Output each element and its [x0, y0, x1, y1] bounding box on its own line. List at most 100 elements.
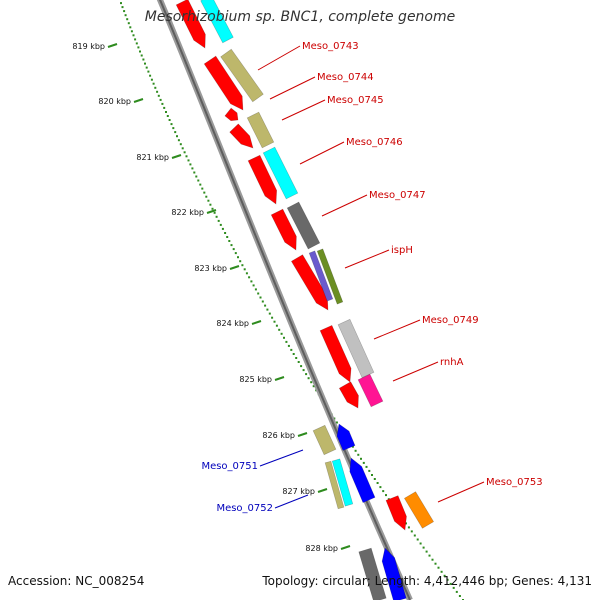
- ruler-tick-label: 820 kbp: [98, 97, 131, 106]
- ruler-dot: [140, 54, 143, 57]
- ruler-dot: [135, 42, 138, 45]
- ruler-dot: [189, 163, 192, 166]
- ruler-dot: [278, 328, 281, 331]
- ruler-tick-mark: [206, 209, 217, 214]
- ruler-dot: [425, 550, 428, 553]
- ruler-tick-mark: [274, 376, 285, 381]
- ruler-dot: [419, 542, 422, 545]
- gene-label-isph[interactable]: ispH: [391, 245, 413, 256]
- ruler-dot: [275, 324, 278, 327]
- ruler-dot: [181, 147, 184, 150]
- ruler-dot: [201, 187, 204, 190]
- ruler-dot: [351, 445, 354, 448]
- ruler-tick-mark: [229, 265, 240, 270]
- gene-label-meso_0743[interactable]: Meso_0743: [302, 41, 359, 52]
- gene-block-olive[interactable]: [316, 248, 344, 305]
- ruler-dot: [290, 348, 293, 351]
- gene-block-silver[interactable]: [337, 318, 375, 379]
- ruler-dot: [183, 151, 186, 154]
- ruler-dot: [268, 312, 271, 315]
- gene-label-leader: [257, 45, 301, 71]
- ruler-tick-label: 825 kbp: [239, 375, 272, 384]
- gene-block-red[interactable]: [224, 107, 239, 122]
- gene-block-khaki[interactable]: [220, 48, 264, 103]
- gene-label-leader: [281, 99, 326, 121]
- gene-block-blue[interactable]: [349, 457, 376, 503]
- gene-block-red[interactable]: [385, 495, 407, 531]
- ruler-tick-mark: [340, 545, 351, 550]
- ruler-dot: [154, 86, 157, 89]
- gene-label-meso_0751[interactable]: Meso_0751: [201, 461, 258, 472]
- ruler-dot: [139, 50, 141, 53]
- gene-label-meso_0749[interactable]: Meso_0749: [422, 315, 479, 326]
- gene-block-blue[interactable]: [381, 547, 407, 600]
- gene-label-meso_0747[interactable]: Meso_0747: [369, 190, 426, 201]
- ruler-tick-label: 827 kbp: [282, 487, 315, 496]
- gene-block-cyan[interactable]: [200, 0, 234, 44]
- gene-label-meso_0746[interactable]: Meso_0746: [346, 137, 403, 148]
- ruler-tick-mark: [251, 320, 262, 325]
- gene-block-red[interactable]: [270, 208, 297, 251]
- ruler-dot: [203, 191, 206, 194]
- ruler-dot: [156, 90, 159, 93]
- ruler-dot: [257, 292, 260, 295]
- gene-block-khaki[interactable]: [246, 111, 275, 149]
- gene-block-red[interactable]: [290, 254, 329, 311]
- gene-block-red[interactable]: [229, 123, 254, 149]
- ruler-dot: [371, 474, 373, 476]
- accession-text: Accession: NC_008254: [8, 574, 145, 588]
- gene-block-slate[interactable]: [308, 250, 334, 302]
- gene-block-red[interactable]: [203, 55, 244, 111]
- ruler-dot: [458, 595, 461, 597]
- gene-block-khaki[interactable]: [312, 424, 337, 456]
- gene-block-blue[interactable]: [336, 423, 356, 451]
- gene-block-cyan[interactable]: [262, 146, 299, 200]
- ruler-dot: [215, 215, 218, 218]
- gene-label-meso_0753[interactable]: Meso_0753: [486, 477, 543, 488]
- ruler-tick-label: 821 kbp: [136, 153, 169, 162]
- ruler-dot: [285, 340, 288, 343]
- gene-block-red[interactable]: [175, 0, 206, 49]
- gene-block-red[interactable]: [338, 381, 359, 409]
- gene-block-red[interactable]: [247, 154, 278, 205]
- ruler-dot: [264, 304, 267, 307]
- ruler-dot: [147, 70, 150, 73]
- gene-block-cyan[interactable]: [331, 458, 354, 507]
- gene-block-khaki[interactable]: [324, 460, 345, 510]
- ruler-dot: [230, 244, 233, 247]
- ruler-dot: [259, 296, 262, 299]
- ruler-dot: [360, 457, 362, 460]
- ruler-dot: [150, 78, 153, 81]
- gene-label-rnha[interactable]: rnhA: [440, 357, 464, 368]
- ruler-dot: [165, 111, 167, 113]
- ruler-dot: [428, 554, 431, 557]
- gene-block-pink[interactable]: [357, 373, 384, 408]
- ruler-dot: [452, 586, 455, 589]
- gene-label-meso_0745[interactable]: Meso_0745: [327, 95, 384, 106]
- gene-block-red[interactable]: [319, 325, 352, 383]
- gene-label-leader: [392, 361, 439, 382]
- ruler-dot: [254, 288, 257, 291]
- ruler-tick-mark: [133, 98, 144, 103]
- ruler-dot: [211, 207, 214, 210]
- ruler-dot: [170, 123, 173, 126]
- ruler-dot: [134, 38, 137, 41]
- ruler-dot: [446, 578, 449, 581]
- ruler-dot: [142, 58, 145, 61]
- gene-block-orange[interactable]: [403, 491, 435, 529]
- ruler-dot: [443, 574, 446, 577]
- ruler-dot: [132, 34, 135, 37]
- gene-block-gray[interactable]: [358, 547, 387, 600]
- gene-label-meso_0744[interactable]: Meso_0744: [317, 72, 374, 83]
- ruler-dot: [145, 66, 148, 69]
- gene-label-leader: [274, 494, 309, 509]
- ruler-dot: [373, 478, 376, 480]
- ruler-dot: [405, 522, 407, 525]
- gene-block-gray[interactable]: [286, 201, 321, 250]
- ruler-tick-mark: [297, 432, 308, 437]
- gene-label-meso_0752[interactable]: Meso_0752: [216, 503, 273, 514]
- ruler-dot: [126, 18, 129, 21]
- ruler-dot: [407, 526, 410, 529]
- ruler-dot: [241, 264, 244, 267]
